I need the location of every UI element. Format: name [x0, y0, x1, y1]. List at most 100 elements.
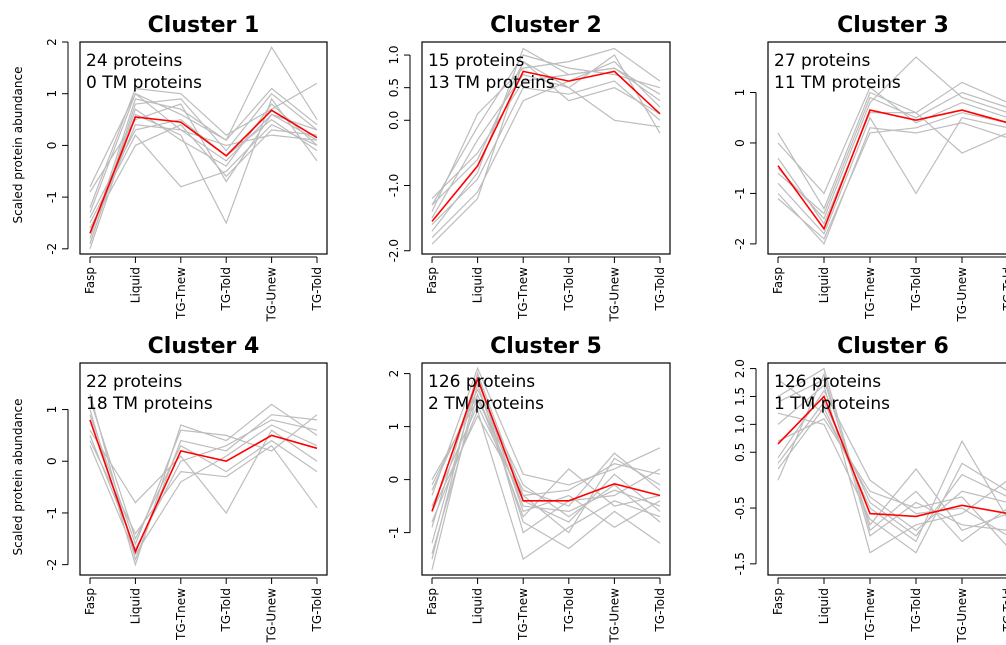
y-tick-label: 0	[45, 142, 59, 150]
y-tick-label: -1	[733, 187, 747, 199]
x-tick-label: TG-Told	[1001, 588, 1006, 632]
x-tick-label: TG-Told	[653, 588, 667, 632]
panel-annotation: 13 TM proteins	[428, 73, 555, 93]
protein-profile-line	[89, 82, 318, 208]
protein-profile-line	[777, 81, 1006, 210]
x-tick-label: Fasp	[771, 267, 785, 294]
protein-profile-line	[777, 400, 1006, 537]
y-tick-label: 1	[45, 406, 59, 414]
cluster-mean-line	[89, 109, 318, 234]
y-tick-label: 1.0	[733, 415, 747, 434]
cluster-mean-line	[777, 395, 1006, 518]
y-tick-label: 1	[733, 89, 747, 97]
protein-profile-line	[777, 116, 1006, 235]
x-tick-label: Liquid	[128, 267, 142, 303]
series-group	[89, 393, 318, 567]
series-group	[431, 366, 661, 570]
x-tick-label: TG-Unew	[955, 267, 969, 323]
x-tick-label: TG-Told	[219, 267, 233, 311]
protein-profile-line	[89, 113, 318, 234]
protein-profile-line	[89, 414, 318, 546]
x-tick-label: TG-Told	[562, 267, 576, 311]
y-tick-label: -1	[45, 191, 59, 203]
y-tick-label: 1	[45, 90, 59, 98]
x-tick-label: TG-Unew	[607, 267, 621, 323]
y-tick-label: 2	[45, 38, 59, 46]
x-tick-label: TG-Tnew	[863, 267, 877, 320]
x-tick-label: TG-Tnew	[516, 267, 530, 320]
x-tick-label: Liquid	[817, 267, 831, 303]
y-tick-label: 1.5	[733, 387, 747, 406]
y-tick-label: -1	[387, 527, 401, 539]
x-tick-label: Fasp	[83, 267, 97, 294]
protein-profile-line	[431, 414, 661, 534]
y-tick-label: 0.5	[733, 443, 747, 462]
x-tick-label: TG-Told	[653, 267, 667, 311]
protein-profile-line	[89, 429, 318, 515]
x-tick-label: TG-Told	[909, 588, 923, 632]
x-tick-label: Liquid	[471, 588, 485, 624]
y-tick-label: -2.0	[387, 239, 401, 262]
plot-frame	[767, 41, 1006, 255]
x-tick-label: TG-Tnew	[174, 267, 188, 320]
panel-annotation: 11 TM proteins	[774, 73, 901, 93]
y-tick-label: 1.0	[387, 45, 401, 64]
series-group	[777, 367, 1006, 554]
x-tick-label: Fasp	[425, 267, 439, 294]
protein-profile-line	[777, 384, 1006, 554]
x-tick-label: TG-Unew	[265, 588, 279, 644]
cluster-mean-line	[431, 376, 661, 512]
panel-title: Cluster 5	[490, 334, 602, 359]
x-tick-label: Liquid	[128, 588, 142, 624]
protein-profile-line	[89, 92, 318, 213]
x-tick-label: TG-Unew	[607, 588, 621, 644]
protein-profile-line	[777, 418, 1006, 546]
plot-frame	[79, 41, 328, 255]
panel-annotation: 24 proteins	[86, 51, 182, 71]
panel-annotation: 22 proteins	[86, 372, 182, 392]
panel-title: Cluster 6	[837, 334, 949, 359]
y-tick-label: 0	[45, 457, 59, 465]
series-group	[89, 45, 318, 249]
panel-annotation: 126 proteins	[428, 372, 535, 392]
x-tick-label: TG-Unew	[265, 267, 279, 323]
protein-profile-line	[777, 112, 1006, 225]
x-tick-label: TG-Tnew	[516, 588, 530, 641]
x-tick-label: TG-Told	[562, 588, 576, 632]
x-tick-label: TG-Told	[909, 267, 923, 311]
x-tick-label: TG-Told	[219, 588, 233, 632]
protein-profile-line	[431, 54, 661, 245]
panel-annotation: 2 TM proteins	[428, 394, 544, 414]
protein-profile-line	[777, 112, 1006, 240]
x-tick-label: Fasp	[83, 588, 97, 615]
y-tick-label: -2	[45, 559, 59, 571]
plot-frame	[767, 362, 1006, 576]
protein-profile-line	[431, 382, 661, 570]
y-tick-label: 0.0	[387, 111, 401, 130]
x-tick-label: Liquid	[471, 267, 485, 303]
protein-profile-line	[777, 412, 1006, 554]
y-tick-label: 0	[733, 139, 747, 147]
x-tick-label: TG-Tnew	[863, 588, 877, 641]
protein-profile-line	[89, 393, 318, 562]
protein-profile-line	[431, 47, 661, 232]
x-tick-label: TG-Told	[1001, 267, 1006, 311]
y-tick-label: -1	[45, 507, 59, 519]
y-tick-label: 2.0	[733, 359, 747, 378]
panel-annotation: 126 proteins	[774, 372, 881, 392]
protein-profile-line	[431, 60, 661, 206]
cluster-mean-line	[89, 419, 318, 554]
protein-profile-line	[431, 392, 661, 554]
x-tick-label: Fasp	[425, 588, 439, 615]
panel-title: Cluster 4	[148, 334, 260, 359]
protein-profile-line	[89, 103, 318, 193]
protein-profile-line	[777, 406, 1006, 543]
y-tick-label: 0	[387, 476, 401, 484]
protein-profile-line	[431, 398, 661, 507]
